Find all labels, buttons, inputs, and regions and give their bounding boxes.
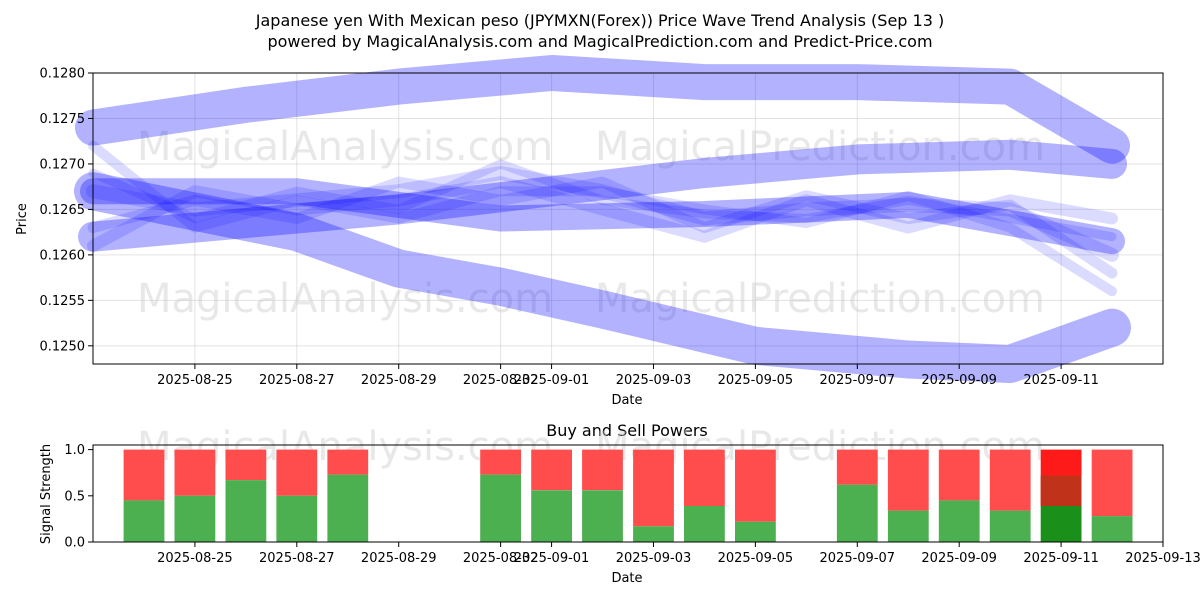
buy-bar	[989, 510, 1031, 542]
price-x-tick-label: 2025-09-05	[718, 373, 794, 388]
wave-lines	[86, 140, 1119, 297]
buy-sell-y-label: Signal Strength	[39, 444, 54, 544]
buy-bar	[684, 506, 725, 542]
sell-bar	[1091, 449, 1133, 517]
sell-bar	[684, 449, 725, 506]
watermark-prediction-mid: MagicalPrediction.com	[595, 276, 1045, 322]
sell-bar	[174, 449, 216, 496]
sell-bar	[836, 449, 878, 485]
buy-sell-plot-frame	[92, 444, 1164, 543]
buy-sell-x-tick-label: 2025-09-05	[718, 551, 794, 566]
buy-bar	[123, 500, 165, 542]
buy-sell-title: Buy and Sell Powers	[546, 421, 708, 440]
price-x-tick-label: 2025-09-03	[616, 373, 692, 388]
chart-title-line2: powered by MagicalAnalysis.com and Magic…	[267, 32, 932, 51]
buy-bar	[735, 521, 776, 542]
price-y-tick-label: 0.1265	[40, 203, 86, 218]
price-y-tick-label: 0.1270	[40, 157, 86, 172]
buy-bar	[531, 490, 572, 542]
buy-bar	[938, 500, 980, 542]
buy-bar	[225, 480, 267, 542]
sell-bar	[225, 449, 267, 481]
buy-sell-y-tick-label: 1.0	[64, 443, 85, 458]
chart-title-line1: Japanese yen With Mexican peso (JPYMXN(F…	[255, 11, 944, 30]
buy-bar	[276, 495, 318, 542]
buy-bar	[1040, 506, 1082, 542]
sell-bar	[989, 449, 1031, 511]
wave-line	[86, 166, 1119, 262]
wave-band	[74, 172, 1131, 383]
wave-band	[80, 178, 1125, 255]
price-x-axis: 2025-08-25 2025-08-27 2025-08-29 2025-08-32…	[157, 364, 1099, 388]
buy-sell-x-tick-label: 2025-09-11	[1023, 551, 1099, 566]
price-y-axis: 0.1250 0.1255 0.1260 0.1265 0.1270 0.1275 0.12…	[40, 67, 93, 354]
buy-sell-x-tick-label: 2025-09-01	[514, 551, 590, 566]
watermark-analysis-mid: MagicalAnalysis.com	[137, 276, 553, 322]
sell-bar	[887, 449, 929, 511]
price-y-tick-label: 0.1275	[40, 112, 86, 127]
buy-sell-x-tick-label: 2025-09-07	[820, 551, 896, 566]
price-x-tick-label: 2025-08-32	[463, 373, 539, 388]
wave-line	[87, 176, 1118, 279]
wave-line	[88, 140, 1117, 297]
wave-band	[78, 139, 1127, 252]
price-x-tick-label: 2025-09-11	[1023, 373, 1099, 388]
buy-bar	[836, 484, 878, 542]
sell-bar	[582, 449, 623, 491]
wave-line	[87, 176, 1118, 252]
price-y-label: Price	[15, 203, 30, 235]
wave-bands	[74, 55, 1131, 383]
buy-bar	[887, 510, 929, 542]
price-x-label: Date	[611, 393, 642, 408]
wave-line	[88, 159, 1117, 242]
price-x-tick-label: 2025-08-25	[157, 373, 233, 388]
buy-sell-x-axis: 2025-08-25 2025-08-27 2025-08-29 2025-08-32…	[157, 542, 1200, 566]
buy-bar	[1091, 516, 1133, 542]
sell-bar	[480, 449, 521, 475]
sell-bar	[123, 449, 165, 501]
price-x-tick-label: 2025-08-27	[259, 373, 335, 388]
price-y-tick-label: 0.1255	[40, 294, 86, 309]
sell-bar	[938, 449, 980, 501]
highlight-overlap-bar	[1040, 475, 1082, 506]
price-y-tick-label: 0.1260	[40, 248, 86, 263]
price-plot-frame	[92, 72, 1164, 365]
price-wave-chart: MagicalAnalysis.com MagicalPrediction.co…	[15, 55, 1164, 408]
buy-sell-x-tick-label: 2025-08-29	[361, 551, 437, 566]
buy-bar	[582, 490, 623, 542]
buy-sell-x-tick-label: 2025-08-27	[259, 551, 335, 566]
sell-bar	[531, 449, 572, 491]
wave-band	[75, 55, 1130, 164]
price-x-tick-label: 2025-09-01	[514, 373, 590, 388]
price-x-tick-label: 2025-09-07	[820, 373, 896, 388]
buy-sell-x-tick-label: 2025-09-13	[1125, 551, 1200, 566]
buy-bar	[174, 495, 216, 542]
price-y-tick-label: 0.1250	[40, 339, 86, 354]
buy-sell-x-tick-label: 2025-08-25	[157, 551, 233, 566]
buy-sell-y-tick-label: 0.5	[64, 489, 85, 504]
buy-bar	[327, 474, 369, 542]
buy-sell-x-tick-label: 2025-09-03	[616, 551, 692, 566]
watermark-prediction-top: MagicalPrediction.com	[595, 124, 1045, 170]
buy-sell-x-tick-label: 2025-09-09	[921, 551, 997, 566]
sell-bar	[276, 449, 318, 496]
sell-bar	[735, 449, 776, 522]
buy-sell-x-label: Date	[611, 571, 642, 586]
sell-bar	[633, 449, 674, 527]
buy-sell-x-tick-label: 2025-08-32	[463, 551, 539, 566]
price-x-tick-label: 2025-08-29	[361, 373, 437, 388]
buy-sell-chart: Buy and Sell Powers MagicalAnalysis.com …	[39, 421, 1200, 586]
buy-sell-y-axis: 0.0 0.5 1.0	[64, 443, 93, 551]
buy-bar	[480, 474, 521, 542]
sell-bar	[327, 449, 369, 475]
watermark-analysis-top: MagicalAnalysis.com	[137, 124, 553, 170]
buy-sell-y-tick-label: 0.0	[64, 536, 85, 551]
buy-sell-bars	[123, 449, 1133, 542]
price-y-tick-label: 0.1280	[40, 67, 86, 82]
price-x-tick-label: 2025-09-09	[921, 373, 997, 388]
price-watermarks: MagicalAnalysis.com MagicalPrediction.co…	[137, 124, 1045, 322]
buy-bar	[633, 526, 674, 542]
